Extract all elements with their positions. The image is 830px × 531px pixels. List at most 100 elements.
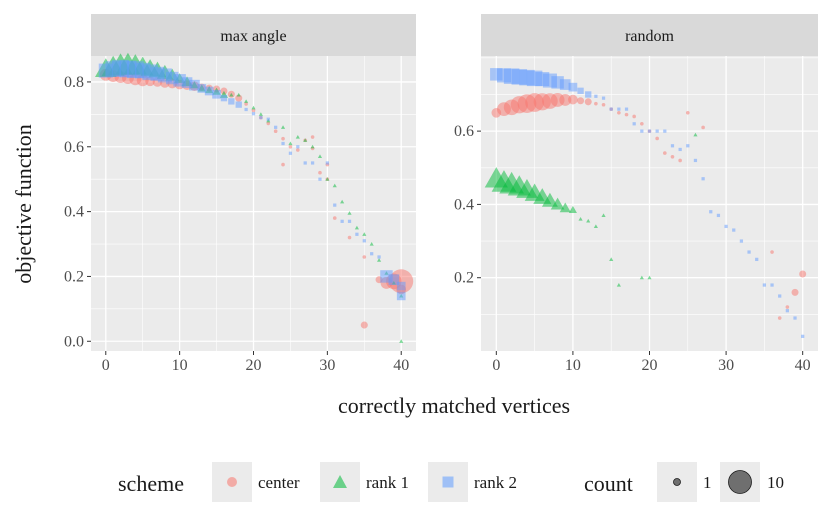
point-center (799, 270, 807, 278)
point-rank-2 (686, 144, 690, 148)
point-rank-2 (609, 107, 613, 111)
point-rank-2 (333, 203, 337, 207)
point-rank-1 (616, 282, 621, 287)
panel-2-ytick-label: 0.4 (454, 196, 474, 213)
panel-2-xtick-label: 10 (565, 357, 581, 374)
point-center (678, 158, 682, 163)
point-rank-1 (280, 125, 286, 129)
point-rank-2 (388, 274, 400, 286)
point-rank-2 (355, 232, 359, 236)
panel-1-x-ticks: 0 10 20 30 40 (102, 351, 409, 374)
panel-1-ytick-label: 0.2 (64, 268, 84, 285)
point-rank-1 (251, 105, 256, 110)
legend-label-rank-2: rank 2 (474, 473, 517, 492)
point-rank-2 (220, 94, 228, 102)
panel-1-xtick-label: 0 (102, 357, 110, 374)
point-rank-1 (399, 339, 404, 343)
legend-marker-rank-2 (442, 476, 454, 488)
point-rank-2 (640, 129, 644, 133)
point-rank-2 (755, 257, 759, 262)
panel-2-xtick-label: 0 (492, 357, 500, 374)
point-center (670, 154, 675, 159)
point-center (624, 112, 629, 117)
legend-count-title: count (584, 471, 633, 496)
point-rank-2 (701, 177, 705, 181)
point-rank-2 (396, 291, 406, 301)
point-center (568, 94, 578, 105)
point-rank-2 (288, 151, 293, 155)
point-rank-2 (778, 294, 782, 298)
point-rank-2 (577, 87, 584, 94)
point-rank-2 (793, 316, 797, 320)
point-rank-2 (303, 161, 307, 165)
point-rank-2 (244, 107, 248, 112)
panel-1-y-ticks: 0.0 0.2 0.4 0.6 0.8 (64, 74, 91, 350)
point-rank-1 (317, 154, 323, 159)
point-rank-1 (568, 205, 577, 213)
panel-1-xtick-label: 20 (246, 357, 262, 374)
point-rank-1 (303, 138, 308, 142)
panel-1-title: max angle (220, 28, 286, 45)
point-center (266, 121, 271, 126)
point-center (584, 98, 592, 106)
point-center (347, 235, 352, 240)
point-center (770, 250, 774, 254)
point-rank-2 (228, 98, 235, 105)
legend-marker-rank-1 (333, 475, 347, 488)
point-rank-2 (762, 283, 767, 287)
point-rank-2 (624, 107, 629, 111)
point-rank-1 (693, 132, 698, 137)
point-rank-1 (376, 258, 382, 262)
point-rank-1 (288, 141, 293, 146)
point-rank-1 (578, 217, 583, 221)
point-center (777, 316, 782, 320)
panel-1-points (94, 52, 414, 343)
point-center (281, 162, 285, 167)
point-center (577, 97, 585, 105)
point-rank-2 (296, 145, 300, 149)
point-rank-1 (369, 241, 374, 246)
legend-label-count-10: 10 (767, 473, 784, 492)
panel-2-x-ticks: 0 10 20 30 40 (492, 351, 811, 374)
panel-2-strip (481, 14, 818, 56)
point-rank-2 (747, 250, 751, 254)
point-rank-2 (739, 239, 744, 243)
point-center (791, 288, 799, 296)
panel-1-xtick-label: 30 (319, 357, 335, 374)
point-center (559, 94, 572, 106)
point-rank-2 (274, 125, 278, 129)
point-rank-1 (601, 213, 606, 217)
point-rank-1 (295, 134, 300, 139)
point-rank-2 (281, 141, 285, 146)
panel-1-strip (91, 14, 416, 56)
panel-2-title: random (625, 28, 674, 45)
point-rank-1 (593, 224, 598, 228)
point-rank-2 (340, 219, 344, 223)
point-rank-1 (310, 144, 315, 149)
point-rank-2 (655, 129, 659, 133)
point-center (281, 136, 285, 141)
point-rank-2 (663, 129, 667, 133)
x-axis-title: correctly matched vertices (338, 393, 570, 418)
point-rank-2 (585, 91, 592, 98)
point-rank-2 (362, 239, 366, 243)
point-rank-2 (559, 79, 571, 90)
point-rank-2 (785, 309, 789, 313)
panel-1-xtick-label: 40 (393, 357, 409, 374)
point-rank-2 (568, 82, 578, 92)
point-center (273, 129, 278, 134)
point-rank-2 (396, 281, 406, 291)
point-rank-1 (340, 199, 345, 204)
panel-2-ytick-label: 0.6 (454, 123, 474, 140)
legend-scheme-title: scheme (118, 471, 184, 496)
point-rank-2 (601, 96, 606, 100)
point-rank-2 (347, 219, 352, 223)
point-rank-2 (197, 84, 207, 93)
point-rank-2 (377, 255, 381, 259)
point-rank-1 (332, 183, 337, 188)
point-rank-2 (632, 122, 636, 126)
point-rank-2 (235, 101, 242, 108)
point-rank-2 (318, 177, 322, 181)
point-center (296, 148, 300, 152)
point-rank-2 (310, 161, 315, 165)
